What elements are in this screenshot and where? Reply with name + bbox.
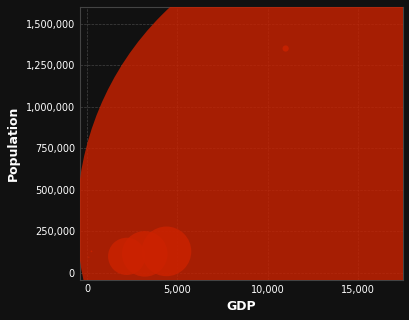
Y-axis label: Population: Population — [7, 106, 20, 181]
X-axis label: GDP: GDP — [226, 300, 256, 313]
Point — [85, 255, 92, 260]
Point — [123, 254, 130, 259]
Point — [141, 251, 148, 256]
Point — [282, 46, 288, 51]
Point — [363, 217, 369, 222]
Point — [163, 249, 169, 254]
Point — [88, 249, 94, 254]
